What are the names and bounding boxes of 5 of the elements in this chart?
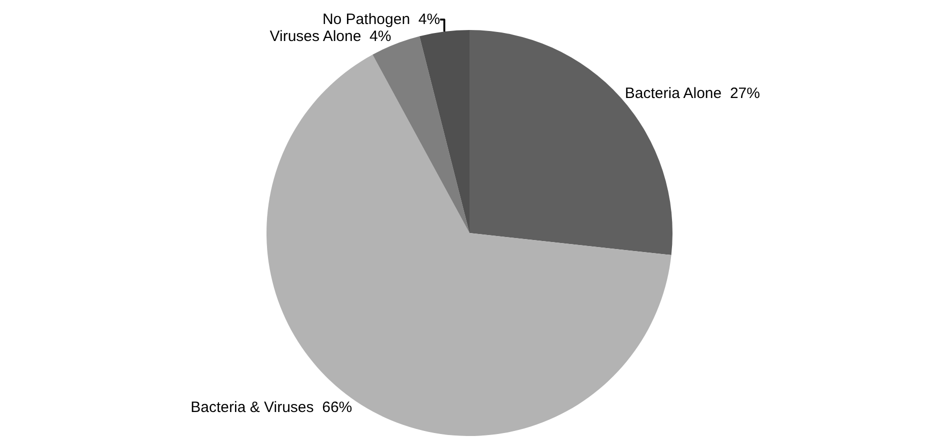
slice-label: No Pathogen 4% bbox=[322, 11, 440, 28]
slice-label: Viruses Alone 4% bbox=[270, 28, 392, 46]
slice-label: Bacteria & Viruses 66% bbox=[190, 398, 352, 416]
slice-label: Bacteria Alone 27% bbox=[624, 85, 760, 102]
pie-slice bbox=[420, 30, 470, 233]
